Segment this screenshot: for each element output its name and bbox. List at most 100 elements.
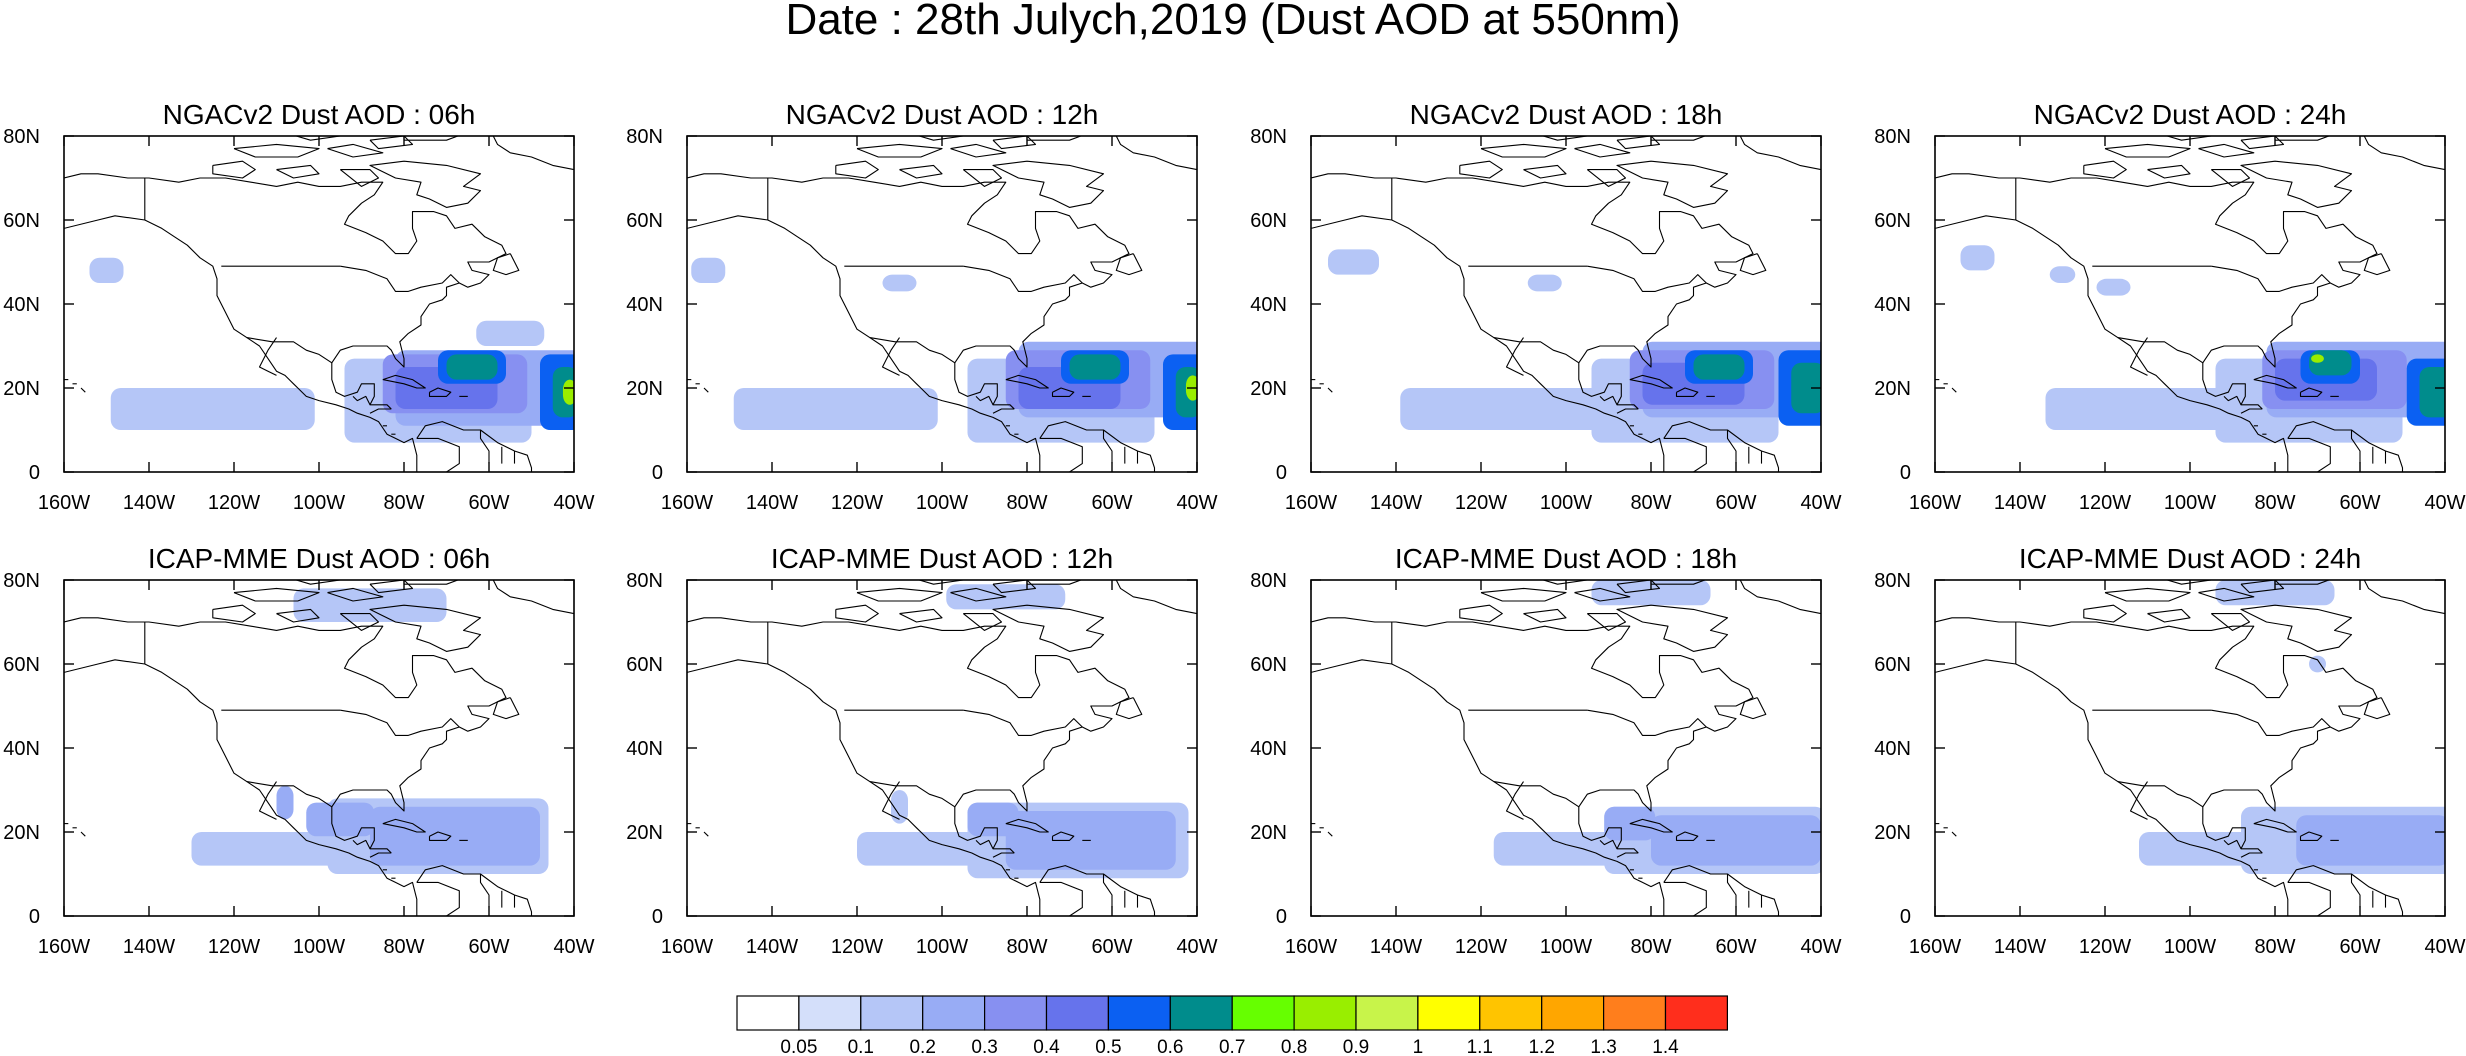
coastline [2240, 580, 2285, 594]
coastline [428, 831, 452, 841]
coastline [1574, 143, 1631, 158]
coastline [276, 164, 320, 179]
coastline [416, 421, 533, 472]
colorbar-label: 0.7 [1219, 1037, 1245, 1056]
coastline [1663, 865, 1780, 916]
colorbar-label: 0.4 [1033, 1037, 1060, 1056]
aod-cell [1400, 388, 1605, 430]
coastline [489, 119, 574, 123]
aod-cell [1604, 806, 1656, 841]
y-tick-label: 60N [626, 210, 663, 232]
coastline [2202, 806, 2263, 854]
coastline [962, 613, 1003, 631]
coastline [992, 580, 1037, 594]
coastline [369, 604, 482, 652]
coastline [2147, 608, 2191, 623]
coastline [327, 587, 384, 602]
colorbar-label: 0.5 [1095, 1037, 1121, 1056]
x-tick-label: 60W [468, 936, 509, 958]
coastline [246, 781, 333, 808]
x-tick-label: 160W [661, 492, 713, 514]
y-tick-label: 40N [1250, 294, 1287, 316]
x-tick-label: 160W [1909, 492, 1961, 514]
coastline [954, 806, 1015, 854]
coastline [1480, 143, 1567, 158]
x-tick-label: 160W [1285, 936, 1337, 958]
y-tick-label: 80N [626, 570, 663, 592]
y-tick-label: 80N [1874, 570, 1911, 592]
coastline [1935, 215, 2289, 472]
y-tick-label: 0 [1900, 906, 1911, 928]
x-tick-label: 80W [1006, 492, 1047, 514]
y-tick-label: 80N [1874, 126, 1911, 148]
coastline [1523, 164, 1567, 179]
y-tick-label: 40N [626, 738, 663, 760]
coastline [2299, 387, 2323, 397]
aod-field [1328, 249, 1821, 443]
coastline [899, 608, 943, 623]
aod-cell [2049, 266, 2076, 283]
colorbar-label: 1 [1413, 1037, 1424, 1056]
x-tick-label: 40W [1800, 936, 1841, 958]
coastline [416, 881, 460, 916]
x-tick-label: 40W [2424, 936, 2465, 958]
aod-field [191, 588, 549, 874]
aod-cell [1960, 245, 1995, 271]
coastline [233, 587, 320, 602]
aod-cell [191, 832, 362, 866]
y-tick-label: 20N [1874, 822, 1911, 844]
coastline [687, 659, 1041, 916]
coastline [80, 387, 86, 393]
coastline [975, 839, 994, 850]
x-tick-label: 140W [123, 492, 175, 514]
aod-field [1493, 580, 1821, 874]
x-tick-label: 100W [916, 492, 968, 514]
colorbar-swatch [1479, 995, 1543, 1031]
colorbar-swatch [1355, 995, 1419, 1031]
coastline [80, 831, 86, 837]
aod-cell [733, 388, 938, 430]
coastline [2363, 136, 2445, 171]
coastline [352, 839, 371, 850]
y-tick-label: 80N [1250, 126, 1287, 148]
aod-cell [1069, 354, 1121, 380]
colorbar-swatch [1664, 995, 1729, 1031]
coastline [1587, 709, 1707, 736]
x-tick-label: 40W [1800, 492, 1841, 514]
y-tick-label: 80N [3, 126, 40, 148]
x-tick-label: 140W [1994, 492, 2046, 514]
coastline [2147, 164, 2191, 179]
coastline [1311, 659, 1665, 916]
coastline-layer [1935, 580, 2445, 916]
coastline [369, 852, 392, 858]
coastline [1586, 169, 1627, 187]
y-tick-label: 0 [652, 906, 663, 928]
aod-field [691, 257, 1197, 443]
coastline [258, 781, 277, 820]
y-tick-label: 20N [1874, 378, 1911, 400]
aod-cell [882, 274, 917, 292]
colorbar-swatch [1293, 995, 1357, 1031]
coastline [1115, 697, 1143, 720]
y-tick-label: 40N [1250, 738, 1287, 760]
x-tick-label: 120W [208, 936, 260, 958]
coastline [992, 852, 1015, 858]
panel-title: ICAP-MME Dust AOD : 24h [2019, 543, 2361, 574]
map-panel: NGACv2 Dust AOD : 24h 160W 140W 120W 100W 80W… [1874, 99, 2465, 514]
aod-cell [2096, 278, 2131, 296]
aod-field [1960, 245, 2445, 443]
coastline [2240, 852, 2263, 858]
y-tick-label: 40N [1874, 294, 1911, 316]
aod-cell [1328, 249, 1379, 275]
coastline [2287, 865, 2404, 916]
map-panel: NGACv2 Dust AOD : 12h 160W 140W 120W 100W 80W… [626, 99, 1217, 514]
coastline [1005, 818, 1049, 833]
coastline [1935, 173, 2378, 368]
coastline [962, 169, 1003, 187]
coastline [975, 395, 994, 406]
aod-cell [2311, 354, 2324, 363]
coastline [1599, 839, 1618, 850]
figure-title: Date : 28th Julych,2019 (Dust AOD at 550… [785, 0, 1680, 44]
map-panel: ICAP-MME Dust AOD : 24h 160W 140W 120W 100W 8… [1874, 543, 2465, 958]
aod-cell [1651, 815, 1821, 866]
